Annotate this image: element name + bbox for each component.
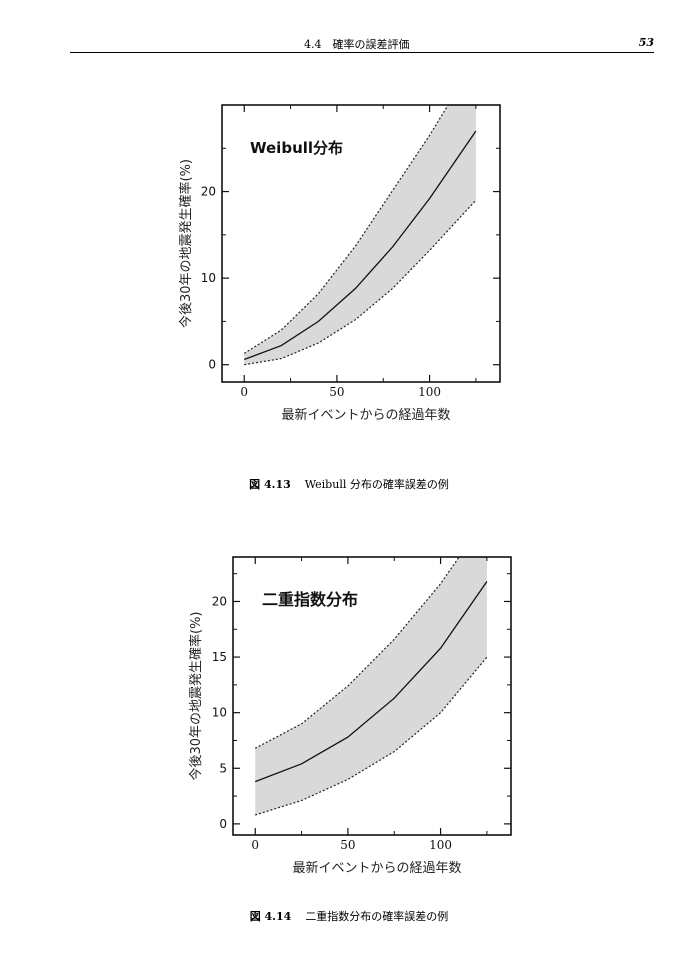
caption-text: Weibull 分布の確率誤差の例 xyxy=(304,478,449,491)
upper-bound-line xyxy=(254,556,487,749)
y-axis-label: 今後30年の地震発生確率(%) xyxy=(178,159,194,328)
lower-bound-line xyxy=(255,656,488,816)
x-axis-label: 最新イベントからの経過年数 xyxy=(292,860,461,876)
x-axis-label: 最新イベントからの経過年数 xyxy=(281,407,450,423)
y-tick-label: 10 xyxy=(212,706,227,720)
caption-number: 図 4.13 xyxy=(249,478,291,491)
y-tick-label: 20 xyxy=(201,185,216,199)
x-tick-label: 50 xyxy=(329,385,344,399)
caption-text: 二重指数分布の確率誤差の例 xyxy=(305,910,449,923)
y-tick-label: 20 xyxy=(212,594,227,608)
page-number: 53 xyxy=(638,36,654,49)
y-tick-label: 5 xyxy=(219,761,227,775)
x-tick-label: 100 xyxy=(418,385,441,399)
y-tick-label: 15 xyxy=(212,650,227,664)
y-tick-label: 0 xyxy=(208,358,216,372)
y-tick-label: 10 xyxy=(201,271,216,285)
confidence-band xyxy=(255,557,487,815)
x-tick-label: 100 xyxy=(429,838,452,852)
chart-title: 二重指数分布 xyxy=(262,590,358,609)
y-tick-label: 0 xyxy=(219,817,227,831)
central-estimate-line xyxy=(254,581,488,783)
plot-frame xyxy=(232,556,512,836)
x-tick-label: 0 xyxy=(251,838,259,852)
figure-caption-4-13: 図 4.13 Weibull 分布の確率誤差の例 xyxy=(0,476,698,492)
upper-bound-line xyxy=(243,104,476,354)
figure-caption-4-14: 図 4.14 二重指数分布の確率誤差の例 xyxy=(0,908,698,924)
chart-title: Weibull分布 xyxy=(250,139,343,157)
confidence-band xyxy=(244,105,476,365)
x-tick-label: 0 xyxy=(240,385,248,399)
section-title: 4.4 確率の誤差評価 xyxy=(304,38,410,51)
plot-frame xyxy=(221,104,501,383)
y-axis-label: 今後30年の地震発生確率(%) xyxy=(188,611,204,780)
lower-bound-line xyxy=(244,199,477,366)
x-tick-label: 50 xyxy=(340,838,355,852)
central-estimate-line xyxy=(243,130,477,361)
page-header: 4.4 確率の誤差評価 53 xyxy=(70,36,654,53)
caption-number: 図 4.14 xyxy=(249,910,292,923)
